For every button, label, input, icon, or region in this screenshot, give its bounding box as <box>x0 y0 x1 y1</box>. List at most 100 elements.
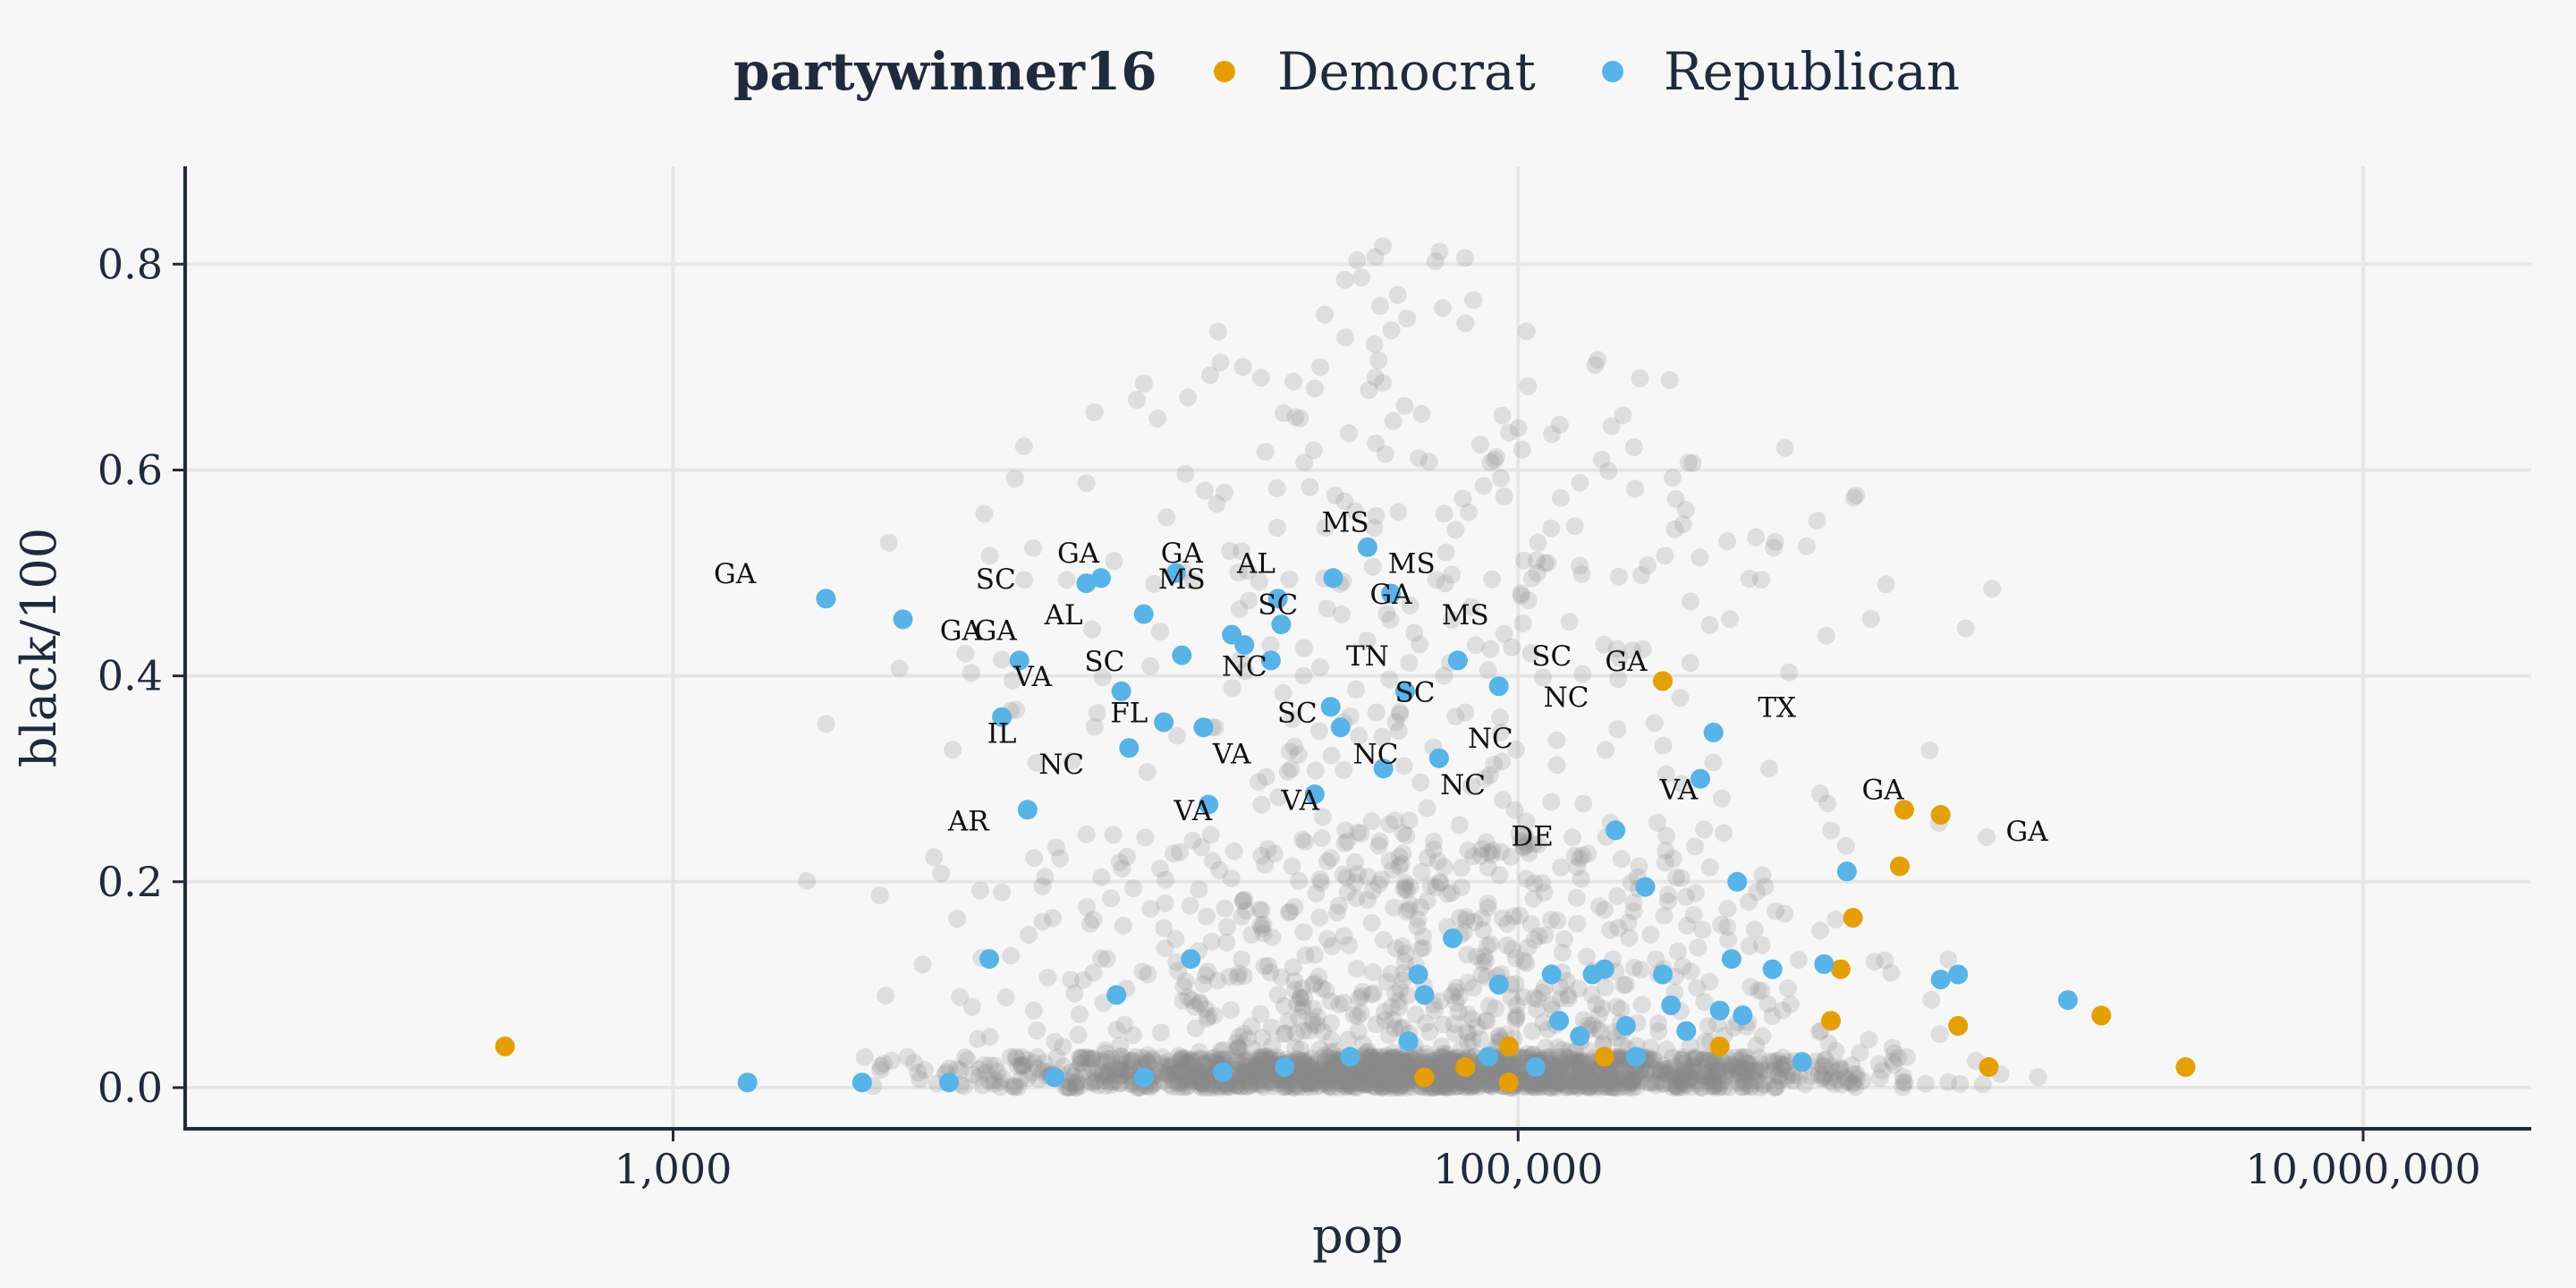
data-point <box>1573 665 1592 683</box>
data-point <box>1847 486 1866 504</box>
data-point <box>1546 1073 1564 1092</box>
data-point <box>1461 1073 1479 1092</box>
data-point <box>1382 964 1401 983</box>
data-point <box>1922 990 1941 1009</box>
data-point <box>1597 1068 1616 1087</box>
y-tick-label: 0.4 <box>97 652 163 700</box>
state-label: GA <box>1605 646 1648 678</box>
data-point <box>1978 827 1996 846</box>
data-point <box>1362 913 1381 932</box>
data-point <box>1318 852 1336 870</box>
data-point <box>1005 1077 1024 1095</box>
data-point <box>1347 889 1366 908</box>
data-point <box>1705 1077 1723 1096</box>
data-point <box>1622 1074 1640 1093</box>
data-point <box>1339 424 1358 443</box>
data-point <box>1674 1051 1692 1070</box>
data-point <box>1235 890 1254 909</box>
data-point <box>1256 443 1275 462</box>
data-point <box>1076 1047 1095 1066</box>
data-point <box>1216 899 1234 918</box>
data-point <box>1567 888 1586 907</box>
data-point <box>1328 1063 1347 1082</box>
data-point <box>1085 717 1104 736</box>
data-point <box>1143 1051 1162 1070</box>
data-point <box>1517 812 1536 831</box>
data-point <box>1334 1066 1352 1085</box>
data-point <box>1491 708 1510 727</box>
data-point <box>1363 1050 1382 1069</box>
data-point <box>1350 726 1368 745</box>
data-point <box>1338 1073 1357 1092</box>
data-point <box>1623 1071 1642 1089</box>
data-point <box>1243 1061 1262 1080</box>
data-point <box>1491 723 1510 741</box>
series-point-republican <box>1594 959 1614 979</box>
series-point-republican <box>1488 676 1509 697</box>
data-point <box>1148 409 1167 428</box>
data-point <box>1306 1062 1325 1080</box>
data-point <box>1326 1042 1345 1061</box>
data-point <box>1589 351 1607 369</box>
data-point <box>1707 1074 1726 1093</box>
data-point <box>1133 1048 1151 1067</box>
data-point <box>1361 1063 1380 1081</box>
series-point-republican <box>1661 995 1682 1015</box>
data-point <box>975 1055 994 1074</box>
data-point <box>1520 843 1538 862</box>
data-point <box>1479 1068 1498 1087</box>
data-point <box>1177 1078 1196 1097</box>
data-point <box>1362 1068 1380 1087</box>
data-point <box>1216 483 1233 502</box>
data-point <box>1772 1058 1791 1077</box>
data-point <box>1194 1064 1213 1083</box>
data-point <box>1085 403 1104 421</box>
data-point <box>1185 1069 1204 1087</box>
data-point <box>1584 1065 1603 1083</box>
data-point <box>1383 1074 1402 1093</box>
data-point <box>1138 1053 1157 1072</box>
data-point <box>1256 1063 1275 1081</box>
data-point <box>1613 1036 1631 1055</box>
data-point <box>1283 857 1301 876</box>
data-point <box>1861 609 1880 628</box>
data-point <box>1230 964 1249 983</box>
x-tick-label: 1,000 <box>614 1145 733 1193</box>
data-point <box>1471 1030 1489 1048</box>
series-point-republican <box>979 949 999 970</box>
data-point <box>1547 756 1566 775</box>
data-point <box>962 997 981 1016</box>
data-point <box>1176 1049 1195 1068</box>
data-point <box>1374 374 1392 392</box>
data-point <box>1462 1078 1481 1097</box>
data-point <box>1414 928 1433 945</box>
series-point-republican <box>1320 697 1341 717</box>
data-point <box>1326 486 1344 504</box>
data-point <box>1341 1071 1360 1089</box>
data-point <box>1394 757 1413 775</box>
data-point <box>1176 1052 1195 1071</box>
data-point <box>1312 1064 1331 1083</box>
data-point <box>1267 1074 1286 1093</box>
data-point <box>1512 587 1530 606</box>
series-point-democrat <box>1948 1015 1969 1036</box>
data-point <box>1583 1071 1602 1089</box>
data-point <box>1672 775 1690 793</box>
data-point <box>1243 1056 1262 1075</box>
data-point <box>1654 1074 1672 1093</box>
data-point <box>1292 1052 1311 1070</box>
data-point <box>1115 1015 1134 1034</box>
data-point <box>1559 986 1578 1004</box>
data-point <box>1751 1055 1770 1073</box>
data-point <box>1376 1063 1394 1081</box>
data-point <box>1386 1056 1405 1075</box>
data-point <box>1521 1078 1540 1097</box>
data-point <box>1401 894 1419 913</box>
data-point <box>1524 835 1543 853</box>
data-point <box>1360 1069 1378 1088</box>
data-point <box>1851 1044 1869 1063</box>
data-point <box>1362 1048 1381 1067</box>
data-point <box>1561 1077 1580 1096</box>
data-point <box>1657 765 1675 784</box>
data-point <box>1161 1056 1180 1075</box>
